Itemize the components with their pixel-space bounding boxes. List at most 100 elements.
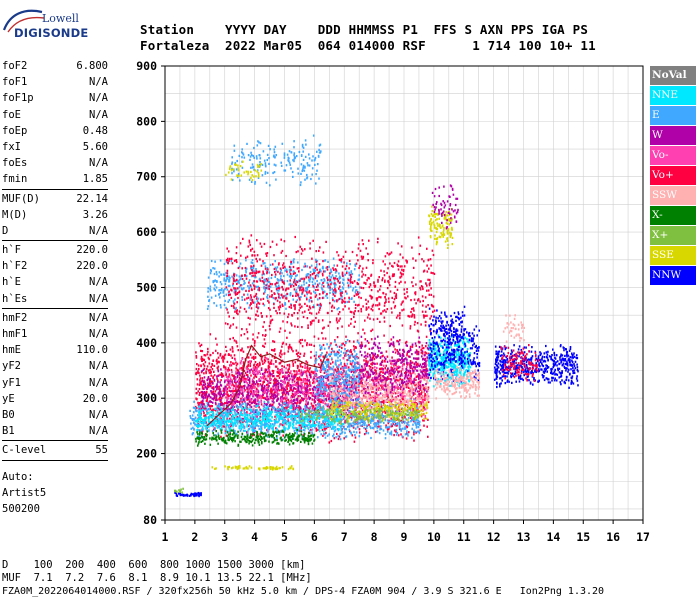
echo-point xyxy=(230,379,232,382)
echo-point xyxy=(438,217,440,220)
echo-point xyxy=(375,369,377,372)
echo-point xyxy=(438,186,440,189)
echo-point xyxy=(284,169,287,172)
echo-point xyxy=(427,400,430,404)
echo-point xyxy=(304,379,307,382)
echo-point xyxy=(304,155,307,158)
echo-point xyxy=(255,415,257,418)
echo-point xyxy=(442,235,445,238)
echo-point xyxy=(263,286,266,289)
echo-point xyxy=(421,394,424,397)
echo-point xyxy=(408,390,410,393)
echo-point xyxy=(294,277,296,280)
echo-point xyxy=(271,373,273,376)
echo-point xyxy=(200,358,203,361)
echo-point xyxy=(242,361,245,364)
echo-point xyxy=(295,349,298,352)
echo-point xyxy=(406,386,408,389)
echo-point xyxy=(399,428,401,431)
echo-point xyxy=(208,394,211,397)
echo-point xyxy=(318,383,320,386)
echo-point xyxy=(456,197,459,200)
echo-point xyxy=(350,350,353,354)
echo-point xyxy=(298,369,300,372)
echo-point xyxy=(329,362,332,365)
echo-point xyxy=(308,164,311,167)
echo-point xyxy=(424,376,427,379)
echo-point xyxy=(337,370,339,373)
echo-point xyxy=(333,300,336,303)
echo-point xyxy=(253,381,255,384)
echo-point xyxy=(231,162,233,165)
echo-point xyxy=(413,439,415,442)
echo-point xyxy=(247,173,249,176)
echo-point xyxy=(256,367,258,370)
echo-point xyxy=(195,367,198,371)
echo-point xyxy=(301,361,303,364)
echo-point xyxy=(426,376,428,379)
y-tick-label: 600 xyxy=(136,225,157,239)
echo-point xyxy=(266,392,268,395)
echo-point xyxy=(224,388,226,391)
echo-point xyxy=(233,170,235,173)
echo-point xyxy=(263,358,266,361)
y-tick-label: 800 xyxy=(136,114,157,128)
echo-point xyxy=(286,378,288,381)
echo-point xyxy=(302,380,304,383)
echo-point xyxy=(253,357,255,360)
echo-point xyxy=(249,158,251,161)
echo-point xyxy=(269,285,272,288)
echo-point xyxy=(341,388,344,391)
echo-point xyxy=(330,351,333,354)
echo-point xyxy=(336,308,339,311)
echo-point xyxy=(250,368,253,371)
echo-point xyxy=(297,388,300,391)
echo-point xyxy=(308,157,311,160)
echo-point xyxy=(371,363,373,366)
echo-point xyxy=(346,262,348,265)
echo-point xyxy=(267,407,270,410)
echo-point xyxy=(215,397,218,400)
echo-point xyxy=(283,365,285,368)
echo-point xyxy=(315,375,318,378)
echo-point xyxy=(372,399,374,402)
echo-point xyxy=(243,387,245,390)
echo-point xyxy=(250,151,252,154)
echo-point xyxy=(370,362,372,366)
echo-point xyxy=(206,387,208,390)
echo-point xyxy=(288,412,290,416)
echo-point xyxy=(293,261,295,264)
echo-point xyxy=(238,400,241,404)
echo-point xyxy=(225,368,227,371)
echo-point xyxy=(213,302,215,305)
echo-point xyxy=(212,280,214,283)
echo-point xyxy=(318,412,321,415)
x-tick-label: 17 xyxy=(636,530,650,544)
echo-point xyxy=(270,388,272,392)
echo-point xyxy=(280,413,282,417)
echo-point xyxy=(217,406,219,409)
echo-point xyxy=(254,383,256,386)
echo-point xyxy=(251,417,253,420)
echo-point xyxy=(415,431,417,434)
echo-point xyxy=(359,421,361,425)
echo-point xyxy=(338,345,341,348)
echo-point xyxy=(258,370,260,373)
echo-point xyxy=(441,214,443,217)
echo-point xyxy=(235,387,238,390)
echo-point xyxy=(337,395,340,398)
echo-point xyxy=(221,402,223,405)
echo-point xyxy=(401,416,403,419)
echo-point xyxy=(225,306,227,309)
echo-point xyxy=(293,409,296,412)
echo-point xyxy=(226,399,228,402)
echo-point xyxy=(295,288,298,291)
echo-point xyxy=(409,416,412,419)
echo-point xyxy=(306,286,308,289)
echo-point xyxy=(301,345,304,348)
echo-point xyxy=(306,361,309,364)
echo-point xyxy=(266,396,268,400)
echo-point xyxy=(289,372,291,375)
echo-point xyxy=(216,366,219,369)
echo-point xyxy=(246,386,248,389)
